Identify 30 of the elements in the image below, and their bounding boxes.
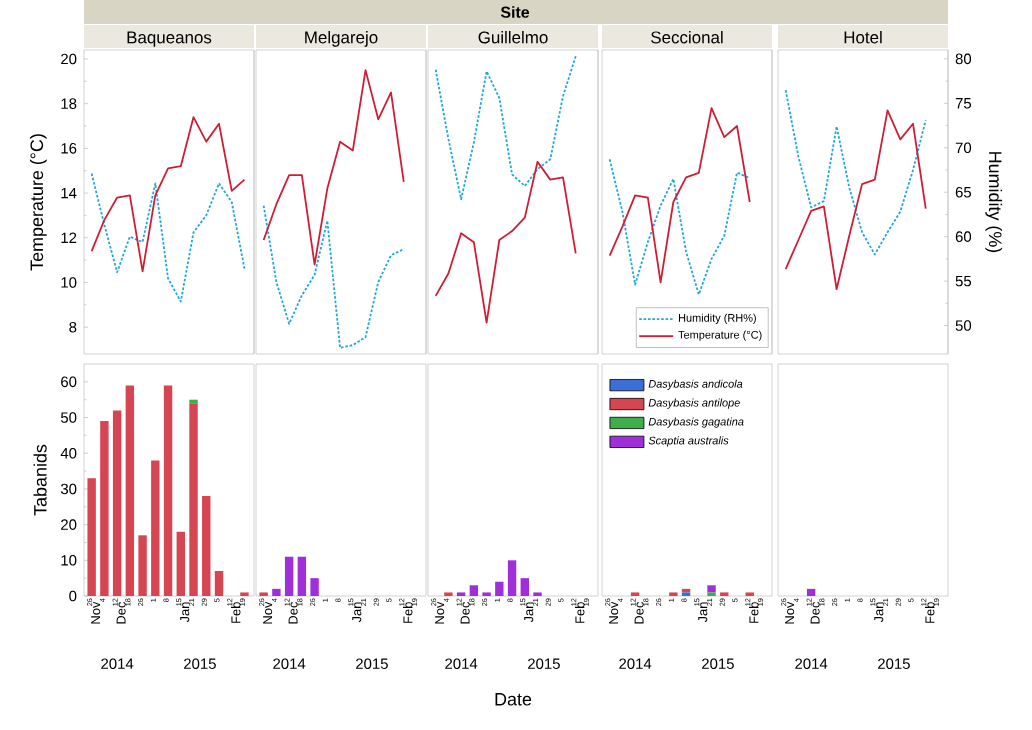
bar [495,581,504,596]
bar [284,556,294,596]
bar [163,385,173,596]
bar [507,560,517,596]
chart-title: Guillelmo [478,30,548,44]
bar [469,585,479,596]
bar [214,571,224,596]
bar [87,478,96,596]
y-axis-title: Temperature (°C) [29,134,47,271]
bar [272,588,281,596]
bar [100,421,109,596]
bar [125,385,135,596]
bar [151,460,160,596]
y-axis-title: Tabanids [33,444,47,516]
chart-title: Hotel [844,30,882,44]
bar [297,556,307,596]
y2-axis-title: Humidity (%) [985,152,1003,253]
line-series [784,89,927,256]
line-series [90,116,246,273]
bar [138,535,147,596]
bar [189,403,198,596]
bar [112,410,122,596]
bar [202,496,211,596]
x-axis-title: Date [495,693,532,706]
chart-title: Seccional [651,30,723,44]
bar [310,578,319,596]
bar [176,531,185,596]
chart-title: Melgarejo [305,30,378,47]
chart-title: Baqueanos [127,31,212,47]
bar [520,578,529,596]
